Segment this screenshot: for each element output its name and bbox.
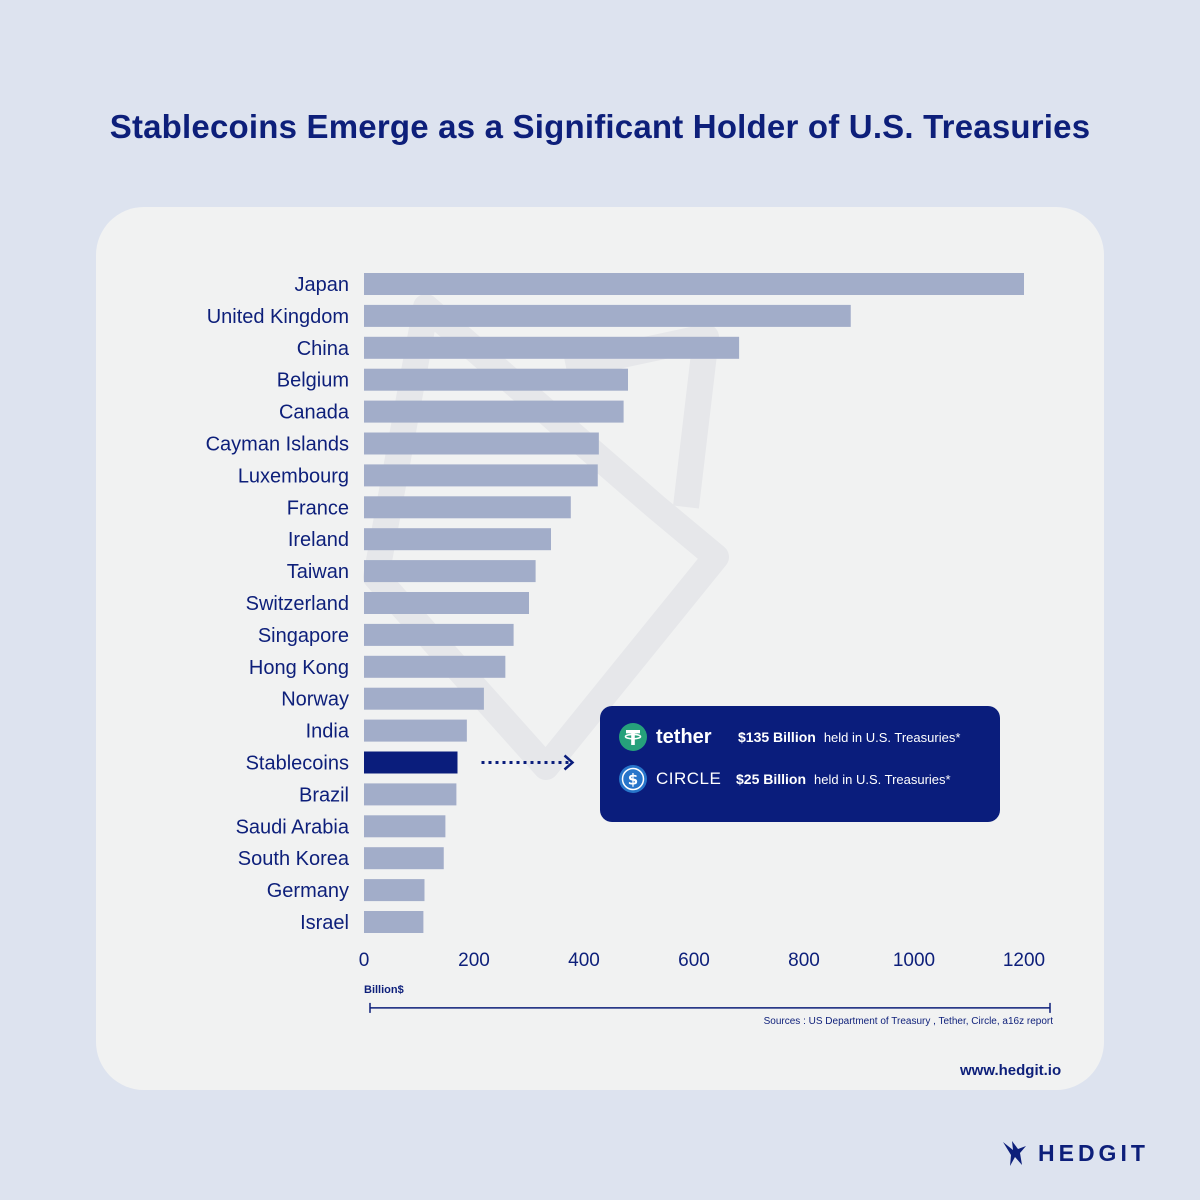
x-tick-label: 400 (568, 950, 600, 971)
circle-name: CIRCLE (656, 769, 722, 788)
circle-amount: $25 Billion (736, 771, 807, 787)
x-tick-label: 0 (359, 950, 370, 971)
category-label: Belgium (277, 370, 349, 392)
x-tick-label: 1200 (1003, 950, 1045, 971)
bar-ireland (364, 528, 551, 551)
circle-desc: held in U.S. Treasuries* (814, 771, 951, 787)
x-tick-label: 600 (678, 950, 710, 971)
bar-cayman-islands (364, 432, 599, 455)
source-note: Sources : US Department of Treasury , Te… (764, 1016, 1054, 1027)
x-tick-label: 800 (788, 950, 820, 971)
bar-germany (364, 879, 425, 902)
bar-south-korea (364, 847, 444, 870)
bar-belgium (364, 368, 628, 391)
stablecoin-callout: tether $135 Billion held in U.S. Treasur… (600, 706, 1000, 822)
category-label: Singapore (258, 625, 349, 647)
bar-china (364, 336, 740, 359)
category-label: Canada (279, 402, 350, 424)
tether-name: tether (656, 725, 712, 748)
bar-taiwan (364, 560, 536, 583)
x-tick-label: 200 (458, 950, 490, 971)
svg-text:$: $ (628, 771, 638, 789)
bar-singapore (364, 623, 514, 646)
category-label: Brazil (299, 784, 349, 806)
category-label: Japan (295, 274, 350, 296)
tether-row: tether $135 Billion held in U.S. Treasur… (618, 722, 960, 752)
bar-canada (364, 400, 624, 423)
bar-chart: Japan United Kingdom China Belgium Canada Cay… (206, 273, 1054, 1027)
bar-united-kingdom (364, 304, 851, 327)
category-label: Ireland (288, 529, 349, 551)
bar-hong-kong (364, 655, 506, 678)
x-tick-label: 1000 (893, 950, 935, 971)
chart-title: Stablecoins Emerge as a Significant Hold… (109, 108, 1091, 145)
chart-card: Japan United Kingdom China Belgium Canada Cay… (96, 207, 1104, 1090)
bar-saudi-arabia (364, 815, 446, 838)
category-label: Cayman Islands (206, 434, 349, 456)
bar-japan (364, 273, 1024, 295)
category-label: Norway (281, 689, 349, 711)
tether-desc: held in U.S. Treasuries* (823, 729, 961, 745)
category-label: France (287, 497, 349, 519)
website-url[interactable]: www.hedgit.io (960, 1062, 1062, 1079)
category-label: India (306, 721, 350, 743)
bar-india (364, 719, 467, 742)
circle-row: $ CIRCLE $25 Billion held in U.S. Treasu… (618, 764, 951, 794)
bar-france (364, 496, 571, 519)
hedgit-logo: HEDGIT (1002, 1139, 1149, 1167)
bar-brazil (364, 783, 457, 806)
bar-norway (364, 687, 484, 710)
callout-arrow-head (563, 754, 575, 771)
usdc-icon: $ (618, 764, 648, 794)
hedgit-bird-icon (1003, 1141, 1026, 1166)
category-label: United Kingdom (207, 306, 349, 328)
category-label: Germany (267, 880, 349, 902)
category-label: Taiwan (287, 561, 349, 583)
category-label: Luxembourg (238, 465, 349, 487)
tether-amount: $135 Billion (738, 729, 816, 745)
category-label: South Korea (238, 848, 350, 870)
tether-icon (618, 722, 648, 752)
category-label: China (297, 338, 350, 360)
bar-stablecoins (364, 751, 458, 774)
category-label: Saudi Arabia (236, 816, 350, 838)
bar-luxembourg (364, 464, 598, 487)
category-label: Hong Kong (249, 657, 349, 679)
brand-name: HEDGIT (1038, 1139, 1149, 1166)
bar-switzerland (364, 592, 529, 614)
category-label: Israel (300, 912, 349, 934)
bar-israel (364, 911, 424, 933)
category-label: Stablecoins (246, 753, 349, 775)
x-axis-unit: Billion$ (364, 984, 404, 996)
category-label: Switzerland (246, 593, 349, 615)
